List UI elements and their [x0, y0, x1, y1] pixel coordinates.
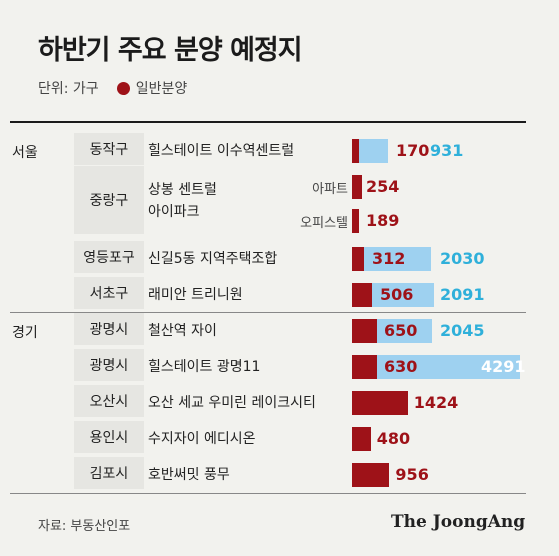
project-name: 래미안 트리니원 [148, 287, 243, 303]
project-name: 상봉 센트럴 아이파크 [148, 182, 217, 220]
bar-general [352, 427, 371, 451]
value-label-total: 931 [430, 141, 464, 160]
value-label-general: 650 [384, 321, 418, 340]
project-name: 호반써밋 풍무 [148, 467, 230, 483]
table-top-rule [10, 121, 526, 123]
project-name: 신길5동 지역주택조합 [148, 251, 278, 267]
value-label-general: 254 [366, 177, 400, 196]
district-cell: 광명시 [74, 349, 144, 381]
housing-type-label: 아파트 [312, 182, 348, 197]
bar-total [352, 355, 520, 379]
brand-logo: The JoongAng [391, 512, 526, 532]
region-separator [10, 312, 526, 313]
value-label-total: 4291 [481, 357, 526, 376]
bar-general [352, 319, 378, 343]
value-label-total: 2030 [440, 249, 485, 268]
district-cell: 동작구 [74, 133, 144, 165]
legend-swatch-general [116, 81, 130, 95]
district-cell: 광명시 [74, 313, 144, 345]
chart-title: 하반기 주요 분양 예정지 [38, 35, 303, 66]
value-label-general: 312 [372, 249, 406, 268]
legend-label-general: 일반분양 [135, 81, 188, 97]
bar-general [352, 283, 372, 307]
project-name: 오산 세교 우미린 레이크시티 [148, 395, 316, 411]
value-label-general: 1424 [413, 393, 459, 412]
project-name: 힐스테이트 광명11 [148, 359, 261, 375]
region-label: 서울 [12, 145, 38, 161]
value-label-general: 630 [384, 357, 418, 376]
value-label-total: 2091 [440, 285, 485, 304]
bar-general [352, 355, 377, 379]
project-name: 철산역 자이 [148, 323, 217, 339]
bar-general [352, 139, 359, 163]
value-label-general: 506 [380, 285, 414, 304]
bar-general [352, 209, 360, 233]
bar-general [352, 391, 408, 415]
district-cell: 영등포구 [74, 241, 144, 273]
housing-type-label: 오피스텔 [300, 216, 348, 231]
bar-general [352, 175, 362, 199]
value-label-general: 956 [395, 465, 429, 484]
district-cell: 김포시 [74, 457, 144, 489]
project-name: 힐스테이트 이수역센트럴 [148, 143, 295, 159]
unit-label: 단위: 가구 [38, 81, 99, 97]
value-label-general: 170 [396, 141, 430, 160]
district-cell: 중랑구 [74, 166, 144, 234]
project-name: 수지자이 에디시온 [148, 431, 256, 447]
district-cell: 오산시 [74, 385, 144, 417]
region-label: 경기 [12, 325, 38, 341]
legend: 단위: 가구 일반분양 [38, 78, 187, 98]
source-note: 자료: 부동산인포 [38, 519, 131, 534]
value-label-general: 189 [366, 211, 400, 230]
table-bottom-rule [10, 493, 526, 494]
value-label-total: 2045 [440, 321, 485, 340]
value-label-general: 480 [376, 429, 411, 448]
bar-total [352, 247, 432, 271]
district-cell: 서초구 [74, 277, 144, 309]
bar-general [352, 247, 365, 271]
district-cell: 용인시 [74, 421, 144, 453]
bar-general [352, 463, 390, 487]
